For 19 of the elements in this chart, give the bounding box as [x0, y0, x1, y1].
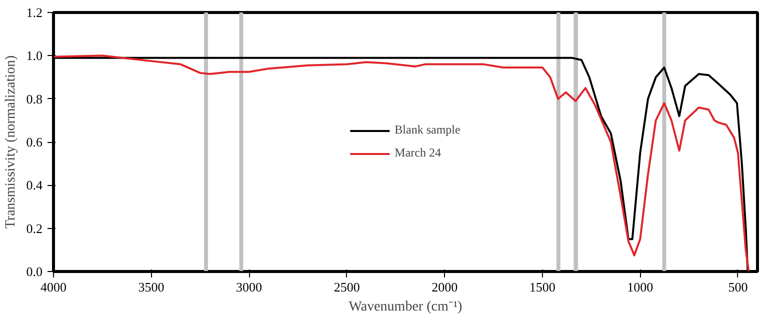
- legend-label: Blank sample: [394, 122, 460, 138]
- y-tick-label: 0.4: [26, 178, 43, 193]
- y-tick-label: 0.6: [26, 134, 43, 150]
- x-tick-label: 1000: [627, 280, 654, 294]
- x-tick-label: 500: [728, 280, 748, 294]
- legend-label: March 24: [394, 146, 441, 160]
- x-tick-label: 3000: [236, 280, 262, 294]
- x-tick-label: 3500: [138, 280, 164, 294]
- y-tick-label: 1.0: [26, 48, 42, 64]
- y-tick-label: 0.8: [26, 91, 42, 106]
- x-tick-label: 2000: [432, 280, 458, 294]
- y-tick-label: 0.2: [26, 220, 42, 236]
- x-tick-label: 1500: [529, 280, 556, 294]
- y-axis-title: Transmissivity (normalization): [3, 55, 18, 229]
- x-tick-label: 2500: [334, 280, 360, 294]
- y-tick-label: 1.2: [26, 5, 42, 20]
- x-tick-label: 4000: [40, 280, 66, 294]
- x-axis-title: Wavenumber (cm⁻¹): [348, 300, 463, 314]
- y-tick-label: 0.0: [26, 264, 42, 279]
